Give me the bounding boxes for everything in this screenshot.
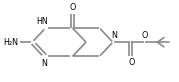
Text: O: O xyxy=(128,58,134,67)
Text: HN: HN xyxy=(37,17,49,26)
Text: O: O xyxy=(69,3,76,12)
Text: H₂N: H₂N xyxy=(3,38,18,47)
Text: N: N xyxy=(41,59,47,68)
Text: N: N xyxy=(111,31,117,40)
Text: O: O xyxy=(141,31,147,40)
